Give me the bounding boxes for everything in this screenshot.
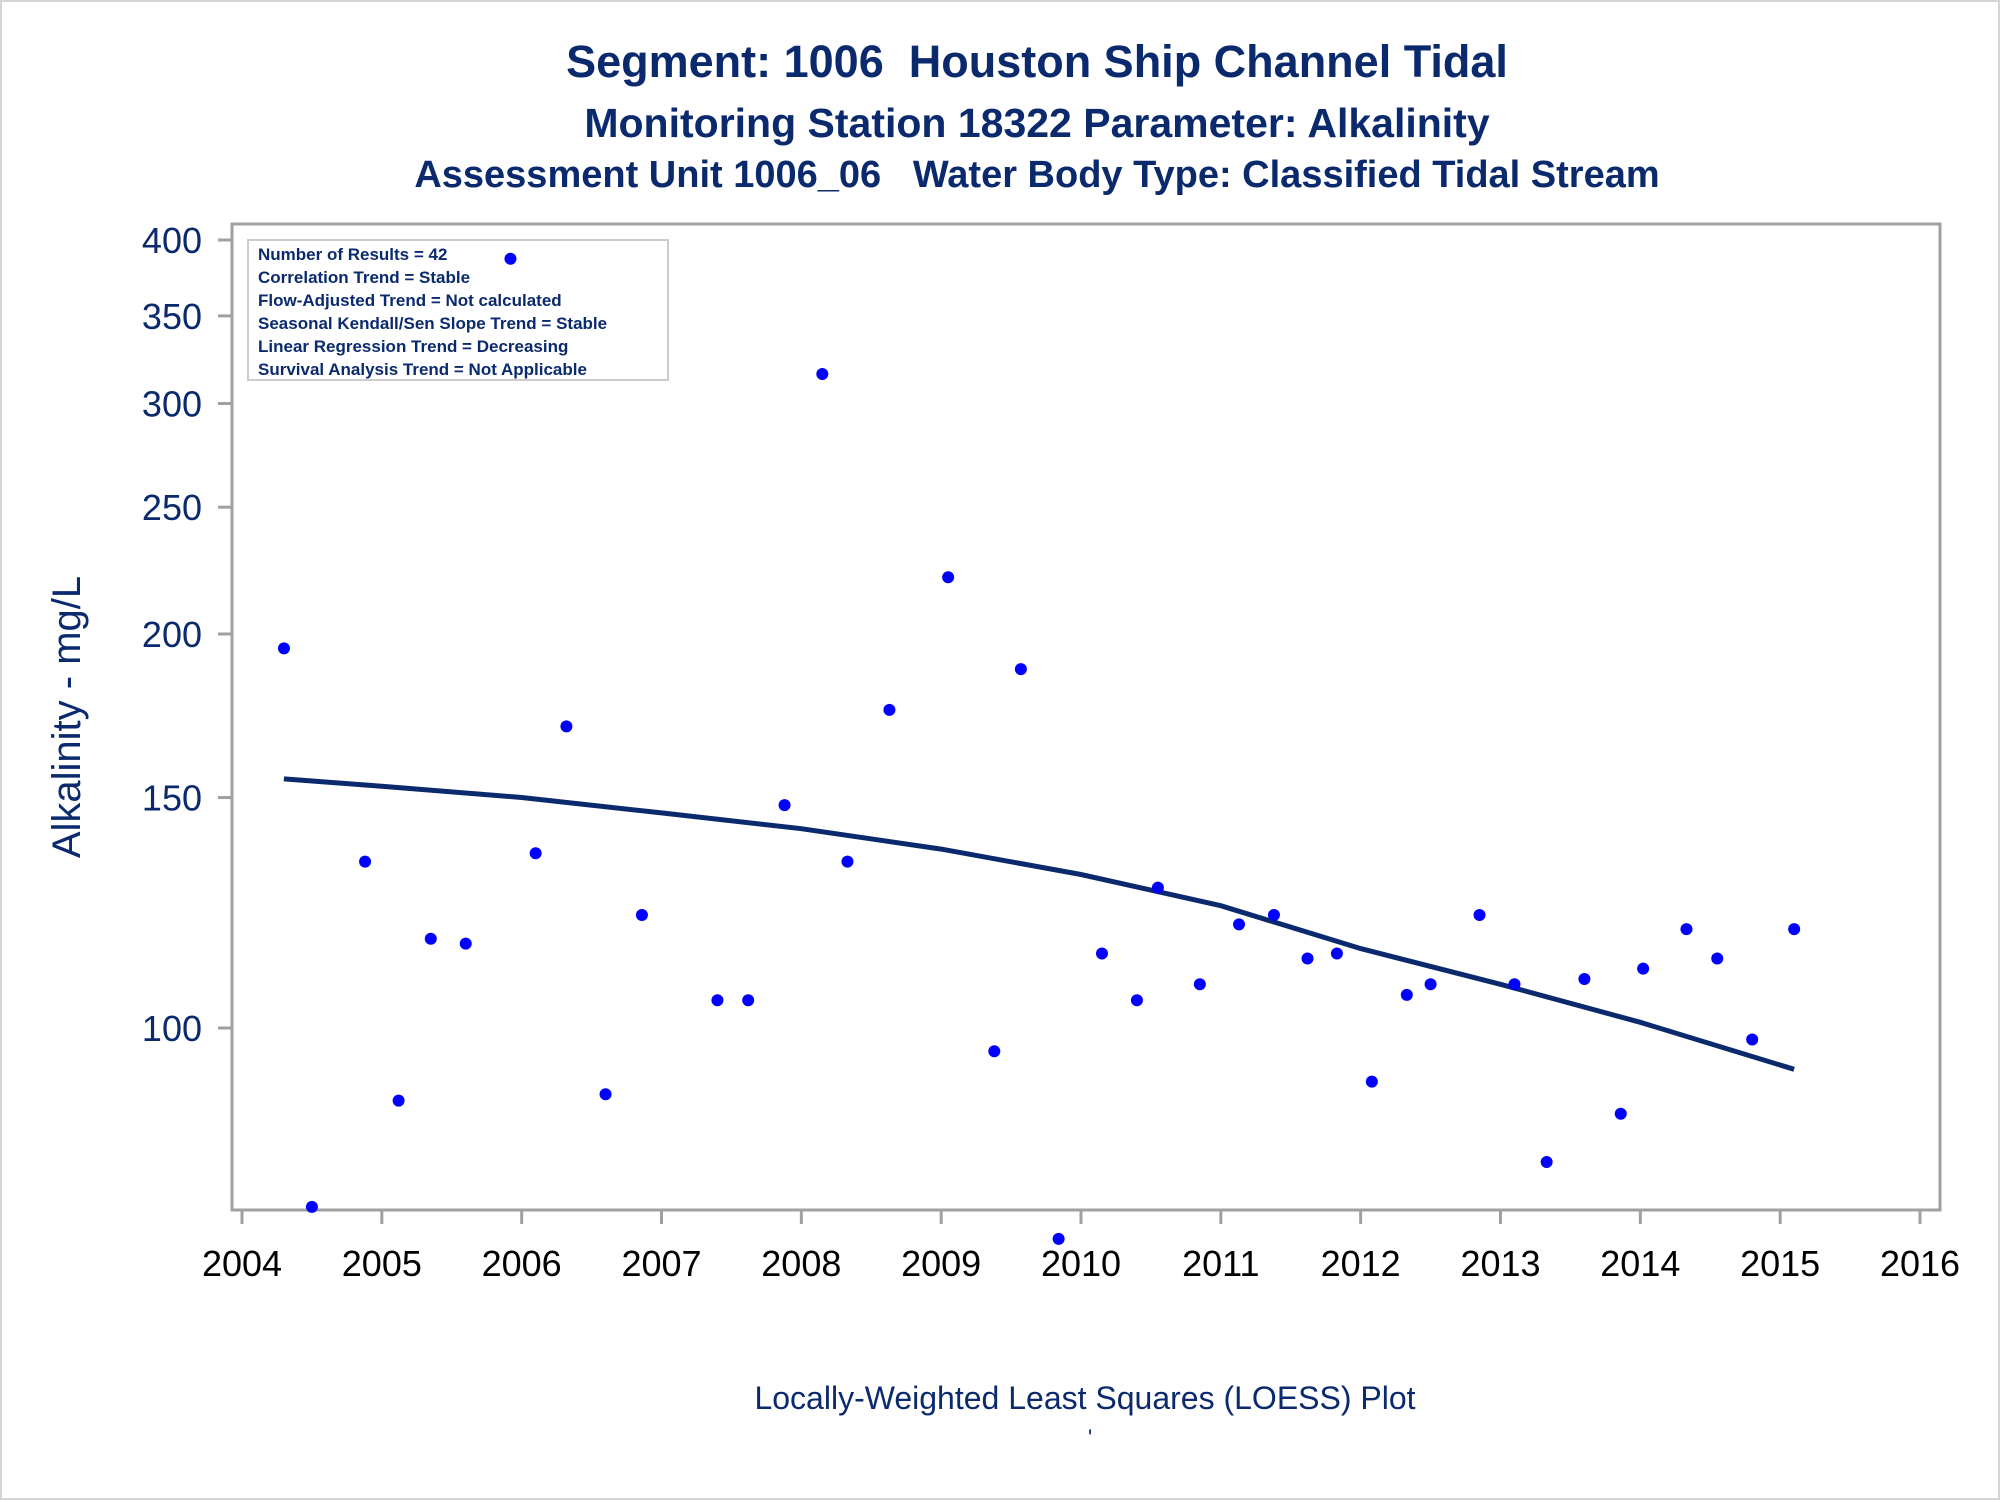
data-point [1130,994,1143,1007]
data-point [424,932,437,945]
data-point [1473,908,1486,921]
stats-box-line: Flow-Adjusted Trend = Not calculated [258,291,562,310]
plot-frame [230,222,1942,1212]
data-point [1330,947,1343,960]
stats-box-line: Linear Regression Trend = Decreasing [258,337,568,356]
data-point [277,642,290,655]
x-tick-label: 2005 [342,1243,422,1284]
y-tick-label: 250 [142,487,202,528]
data-point [1267,908,1280,921]
data-point [1095,947,1108,960]
data-point [1637,962,1650,975]
data-point [504,252,517,265]
y-tick-label: 200 [142,614,202,655]
data-point [1614,1107,1627,1120]
chart-title: Segment: 1006 Houston Ship Channel Tidal [566,36,1508,87]
stats-box-line: Correlation Trend = Stable [258,268,470,287]
data-point [1400,988,1413,1001]
data-point [1193,978,1206,991]
x-tick-label: 2006 [482,1243,562,1284]
data-point [1746,1033,1759,1046]
x-tick-label: 2011 [1182,1243,1259,1284]
y-axis-label: Alkalinity - mg/L [45,576,89,858]
data-point [816,367,829,380]
x-axis: 2004 2005 2006 2007 2008 2009 2010 2011 2012 2013… [202,1210,1960,1284]
stats-box-frame [247,239,669,381]
data-point [1052,1232,1065,1245]
stats-box: Number of Results = 42 Correlation Trend … [258,245,607,379]
y-tick-label: 300 [142,384,202,425]
x-tick-label: 2012 [1321,1243,1401,1284]
data-point [1578,973,1591,986]
data-point [305,1200,318,1213]
x-tick-label: 2013 [1460,1243,1540,1284]
chart-subtitle-2: Assessment Unit 1006_06 Water Body Type:… [414,154,1660,196]
data-point [742,994,755,1007]
data-point [1151,881,1164,894]
y-axis: 100 150 200 250 300 350 400 [142,220,232,1049]
x-tick-label: 2015 [1740,1243,1820,1284]
footnote-mark: ' [1088,1425,1093,1450]
data-point [778,799,791,812]
data-point [459,937,472,950]
x-tick-label: 2007 [621,1243,701,1284]
data-points [277,252,1801,1245]
data-point [1540,1155,1553,1168]
data-point [1424,978,1437,991]
data-point [1711,952,1724,965]
x-tick-label: 2008 [761,1243,841,1284]
y-tick-label: 400 [142,220,202,261]
data-point [635,908,648,921]
x-tick-label: 2009 [901,1243,981,1284]
y-tick-label: 100 [142,1008,202,1049]
data-point [711,994,724,1007]
x-tick-label: 2004 [202,1243,282,1284]
data-point [1233,918,1246,931]
data-point [359,855,372,868]
data-point [942,571,955,584]
footnote: Locally-Weighted Least Squares (LOESS) P… [754,1380,1416,1416]
stats-box-line: Survival Analysis Trend = Not Applicable [258,360,587,379]
data-point [1680,923,1693,936]
y-tick-label: 350 [142,296,202,337]
data-point [1788,923,1801,936]
data-point [392,1094,405,1107]
x-tick-label: 2014 [1600,1243,1680,1284]
data-point [1014,663,1027,676]
data-point [599,1088,612,1101]
data-point [560,720,573,733]
data-point [1508,978,1521,991]
data-point [1301,952,1314,965]
stats-box-line: Number of Results = 42 [258,245,447,264]
data-point [1365,1075,1378,1088]
y-tick-label: 150 [142,778,202,819]
data-point [529,847,542,860]
data-point [988,1045,1001,1058]
loess-line [283,776,1795,1072]
data-point [883,703,896,716]
chart-subtitle: Monitoring Station 18322 Parameter: Alka… [584,100,1490,146]
x-tick-label: 2010 [1041,1243,1121,1284]
x-tick-label: 2016 [1880,1243,1960,1284]
data-point [841,855,854,868]
stats-box-line: Seasonal Kendall/Sen Slope Trend = Stabl… [258,314,607,333]
